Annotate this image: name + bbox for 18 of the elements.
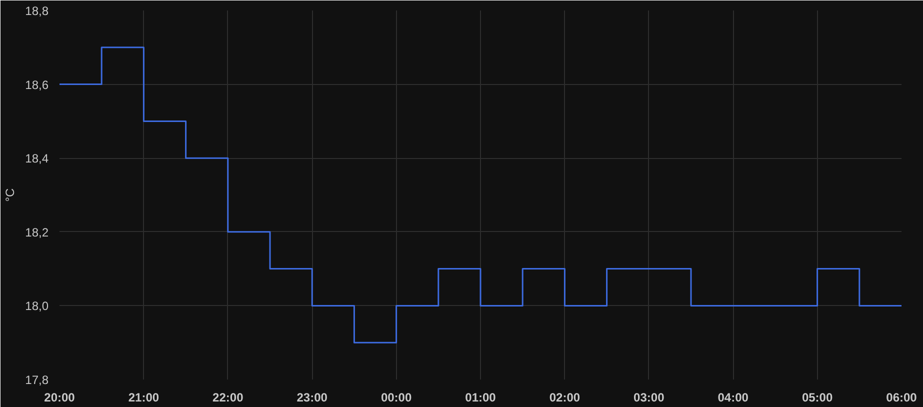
x-tick-label: 22:00 — [212, 390, 244, 404]
x-tick-label: 20:00 — [44, 390, 76, 404]
x-tick-label: 06:00 — [886, 390, 918, 404]
x-tick-label: 02:00 — [549, 390, 580, 404]
x-tick-label: 03:00 — [634, 390, 665, 404]
y-tick-label: 18,4 — [25, 152, 49, 166]
y-tick-label: 17,8 — [25, 373, 49, 387]
x-tick-label: 21:00 — [128, 390, 160, 404]
y-tick-label: 18,6 — [25, 78, 49, 92]
y-tick-label: 18,8 — [25, 4, 49, 18]
x-tick-label: 04:00 — [718, 390, 749, 404]
y-tick-label: 18,0 — [25, 299, 49, 314]
x-tick-label: 05:00 — [802, 390, 833, 404]
x-tick-label: 23:00 — [296, 390, 328, 404]
x-tick-label: 00:00 — [380, 390, 412, 404]
x-tick-label: 01:00 — [465, 390, 496, 404]
y-tick-label: 18,2 — [25, 225, 49, 240]
y-axis-title: °C — [3, 188, 18, 202]
